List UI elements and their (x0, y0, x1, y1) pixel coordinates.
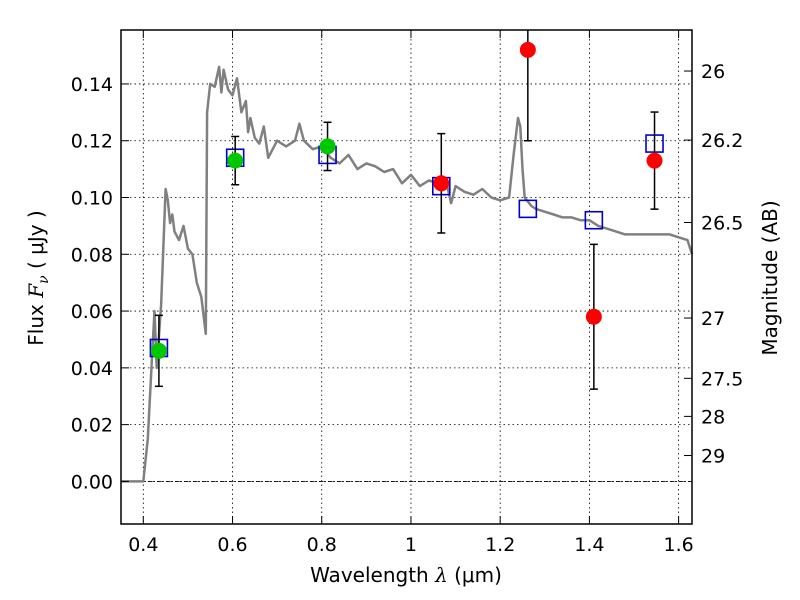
x-tick-label-3: 1 (405, 534, 417, 556)
optical-photometry-point-0 (150, 342, 167, 359)
y-axis-label-prefix: Flux (24, 298, 48, 346)
mag-tick-label-3: 27 (701, 308, 725, 330)
infrared-photometry-point-2 (585, 308, 602, 325)
mag-tick-label-2: 26.5 (701, 212, 743, 234)
mag-tick-label-6: 29 (701, 446, 725, 468)
infrared-photometry-point-0 (433, 175, 450, 192)
plot-frame (120, 29, 693, 525)
magnitude-axis-label: Magnitude (AB) (758, 200, 782, 355)
model-flux-square-5 (584, 210, 604, 230)
x-tick-label-5: 1.4 (574, 534, 604, 556)
x-axis-label-suffix: (μm) (448, 563, 502, 587)
x-axis-label-prefix: Wavelength (310, 563, 435, 587)
y-tick-label-1: 0.02 (71, 415, 113, 437)
x-tick-label-0: 0.4 (128, 534, 158, 556)
infrared-photometry-point-3 (646, 152, 663, 169)
model-sed-curve (121, 65, 694, 483)
x-axis-label-symbol: λ (434, 563, 448, 587)
x-axis-label: Wavelength λ (μm) (310, 563, 502, 587)
y-axis-label-symbol: F (24, 283, 48, 299)
y-axis-label-suffix: ( μJy ) (24, 210, 48, 275)
y-tick-label-4: 0.08 (71, 244, 113, 266)
axis-ticks: 0.4 0.6 0.8 1 1.2 1.4 1.6 0.00 0.02 0.04 0.06 0.08 0… (71, 30, 743, 556)
data-points (149, 30, 664, 390)
y-tick-label-7: 0.14 (71, 74, 113, 96)
mag-tick-label-1: 26.2 (701, 130, 743, 152)
optical-photometry-point-1 (227, 152, 244, 169)
y-tick-label-6: 0.12 (71, 131, 113, 153)
optical-photometry-point-2 (319, 138, 336, 155)
y-tick-label-0: 0.00 (71, 471, 113, 493)
model-flux-square-4 (518, 199, 538, 219)
x-tick-label-2: 0.8 (307, 534, 337, 556)
y-tick-label-3: 0.06 (71, 301, 113, 323)
x-tick-label-6: 1.6 (664, 534, 694, 556)
infrared-photometry-point-1 (519, 41, 536, 58)
grid (121, 30, 692, 524)
mag-tick-label-5: 28 (701, 406, 725, 428)
x-tick-label-1: 0.6 (217, 534, 247, 556)
y-tick-label-5: 0.10 (71, 188, 113, 210)
sed-line (121, 65, 694, 483)
y-axis-label: Flux Fν ( μJy ) (24, 210, 52, 345)
y-tick-label-2: 0.04 (71, 358, 113, 380)
y-axis-label-subscript: ν (36, 275, 52, 284)
mag-tick-label-4: 27.5 (701, 368, 743, 390)
mag-tick-label-0: 26 (701, 61, 725, 83)
x-tick-label-4: 1.2 (485, 534, 515, 556)
